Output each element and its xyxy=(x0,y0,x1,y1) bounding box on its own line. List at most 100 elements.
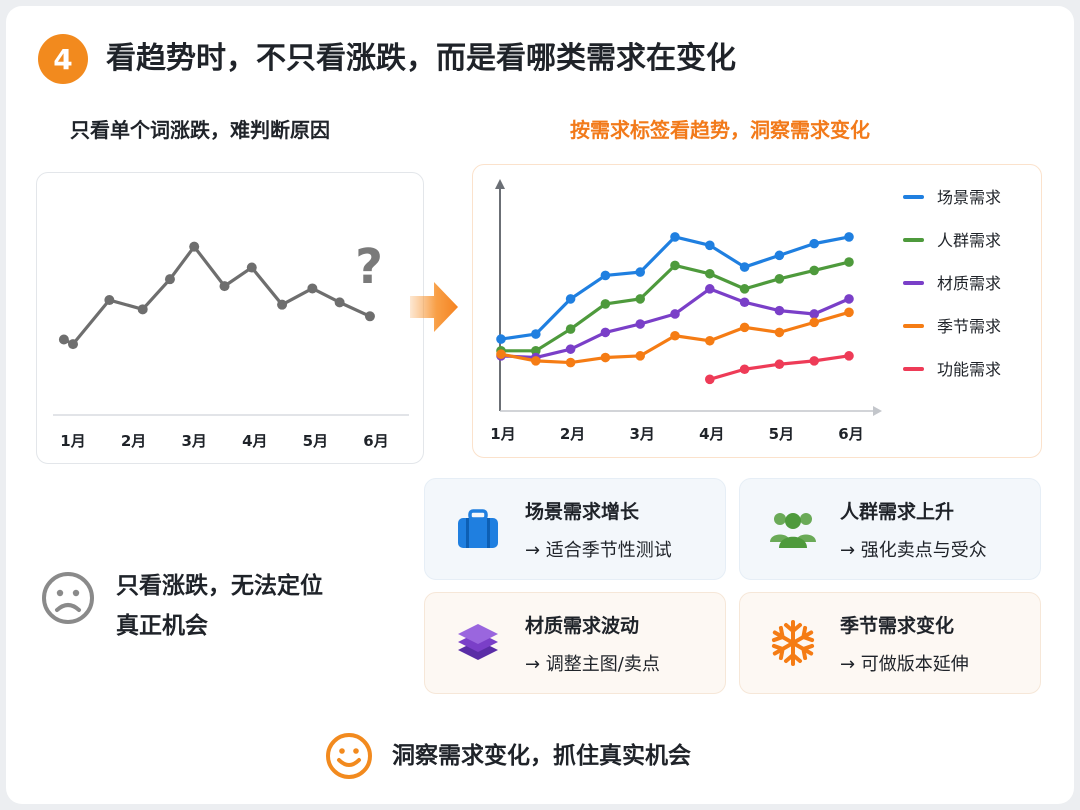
insight-detail: → 强化卖点与受众 xyxy=(840,539,987,561)
data-point xyxy=(635,319,645,329)
data-point xyxy=(809,317,819,328)
insight-card-scene: 场景需求增长 → 适合季节性测试 xyxy=(424,478,726,580)
data-point xyxy=(774,327,785,338)
single-keyword-chart-card: ? 1月 2月 3月 4月 5月 6月 xyxy=(36,172,424,464)
data-point xyxy=(635,351,645,361)
left-panel-subtitle: 只看单个词涨跌，难判断原因 xyxy=(70,118,330,142)
x-axis-arrow xyxy=(873,406,882,416)
legend-label: 人群需求 xyxy=(937,231,1001,250)
insight-card-audience: 人群需求上升 → 强化卖点与受众 xyxy=(739,478,1041,580)
layers-icon xyxy=(443,620,513,666)
x-tick-label: 3月 xyxy=(629,425,654,443)
data-point xyxy=(565,324,576,334)
x-tick-label: 4月 xyxy=(699,425,724,443)
data-point xyxy=(364,311,375,322)
data-point xyxy=(670,330,680,341)
insight-card-season: 季节需求变化 → 可做版本延伸 xyxy=(739,592,1041,694)
insight-title: 材质需求波动 xyxy=(525,614,640,637)
insight-detail: → 可做版本延伸 xyxy=(840,653,969,675)
data-point xyxy=(565,344,576,354)
legend-label: 场景需求 xyxy=(937,188,1001,207)
data-point xyxy=(739,284,750,294)
x-tick-label: 1月 xyxy=(60,432,85,450)
data-point xyxy=(670,232,680,242)
data-point xyxy=(104,295,115,306)
data-point xyxy=(774,274,785,284)
conclusion-text: 洞察需求变化，抓住真实机会 xyxy=(392,743,691,769)
status-line-2: 真正机会 xyxy=(116,613,208,639)
x-tick-label: 6月 xyxy=(363,432,388,450)
data-point xyxy=(774,359,785,370)
data-point xyxy=(68,339,78,350)
data-point xyxy=(844,294,854,304)
x-tick-label: 6月 xyxy=(838,425,863,443)
question-mark-icon: ? xyxy=(355,239,383,295)
data-point xyxy=(600,270,611,281)
data-point xyxy=(809,309,819,319)
insight-title: 季节需求变化 xyxy=(840,614,955,637)
data-point xyxy=(739,364,750,375)
data-point xyxy=(496,334,506,344)
data-point xyxy=(705,284,715,294)
data-point xyxy=(774,305,785,316)
data-point xyxy=(844,257,854,267)
data-point xyxy=(774,250,785,261)
series-line xyxy=(63,245,371,346)
x-tick-label: 3月 xyxy=(181,432,206,450)
data-point xyxy=(635,294,645,304)
insight-card-material: 材质需求波动 → 调整主图/卖点 xyxy=(424,592,726,694)
snowflake-icon xyxy=(758,619,828,667)
data-point xyxy=(844,232,854,242)
x-tick-label: 4月 xyxy=(242,432,267,450)
smile-face-icon xyxy=(326,733,372,779)
data-point xyxy=(670,260,680,271)
insight-detail: → 调整主图/卖点 xyxy=(525,653,660,675)
data-point xyxy=(334,297,345,308)
arrow-right-icon xyxy=(410,282,458,332)
data-point xyxy=(705,335,715,346)
x-tick-label: 5月 xyxy=(769,425,794,443)
legend-label: 材质需求 xyxy=(937,274,1001,293)
series-line-3 xyxy=(500,287,850,360)
data-point xyxy=(705,240,715,251)
data-point xyxy=(164,274,175,285)
data-point xyxy=(531,329,541,339)
data-point xyxy=(809,238,819,249)
data-point xyxy=(739,322,750,333)
single-keyword-trend-chart: ? 1月 2月 3月 4月 5月 6月 xyxy=(53,239,409,450)
insight-title: 人群需求上升 xyxy=(840,500,955,523)
data-point xyxy=(600,352,611,363)
insight-title: 场景需求增长 xyxy=(525,500,640,523)
data-point xyxy=(219,281,230,292)
status-message: 只看涨跌，无法定位 真正机会 xyxy=(116,566,323,646)
data-point xyxy=(670,309,680,319)
data-point xyxy=(277,299,288,310)
data-point xyxy=(189,241,200,252)
y-axis-arrow xyxy=(495,179,505,189)
x-tick-label: 2月 xyxy=(560,425,585,443)
people-group-icon xyxy=(758,506,828,552)
step-number-badge: 4 xyxy=(38,34,88,84)
status-line-1: 只看涨跌，无法定位 xyxy=(116,573,323,599)
data-point xyxy=(739,297,750,308)
sad-face-icon xyxy=(42,572,94,624)
data-point xyxy=(739,262,750,272)
data-point xyxy=(635,267,645,277)
data-point xyxy=(137,304,148,315)
page-title: 看趋势时，不只看涨跌，而是看哪类需求在变化 xyxy=(106,41,736,76)
x-tick-label: 2月 xyxy=(121,432,146,450)
x-tick-label: 1月 xyxy=(490,425,515,443)
data-point xyxy=(565,294,576,304)
data-point xyxy=(565,357,576,368)
demand-tag-chart-card: 1月 2月 3月 4月 5月 6月 场景需求 人群需求 材质需求 季节需求 功能需求 xyxy=(472,164,1042,458)
data-point xyxy=(844,307,854,318)
data-point xyxy=(844,351,854,361)
data-point xyxy=(705,268,715,279)
legend-label: 季节需求 xyxy=(937,317,1001,336)
data-point xyxy=(809,265,819,276)
data-point xyxy=(496,349,506,359)
series-line-1 xyxy=(500,235,850,341)
suitcase-icon xyxy=(443,506,513,552)
data-point xyxy=(246,262,257,273)
